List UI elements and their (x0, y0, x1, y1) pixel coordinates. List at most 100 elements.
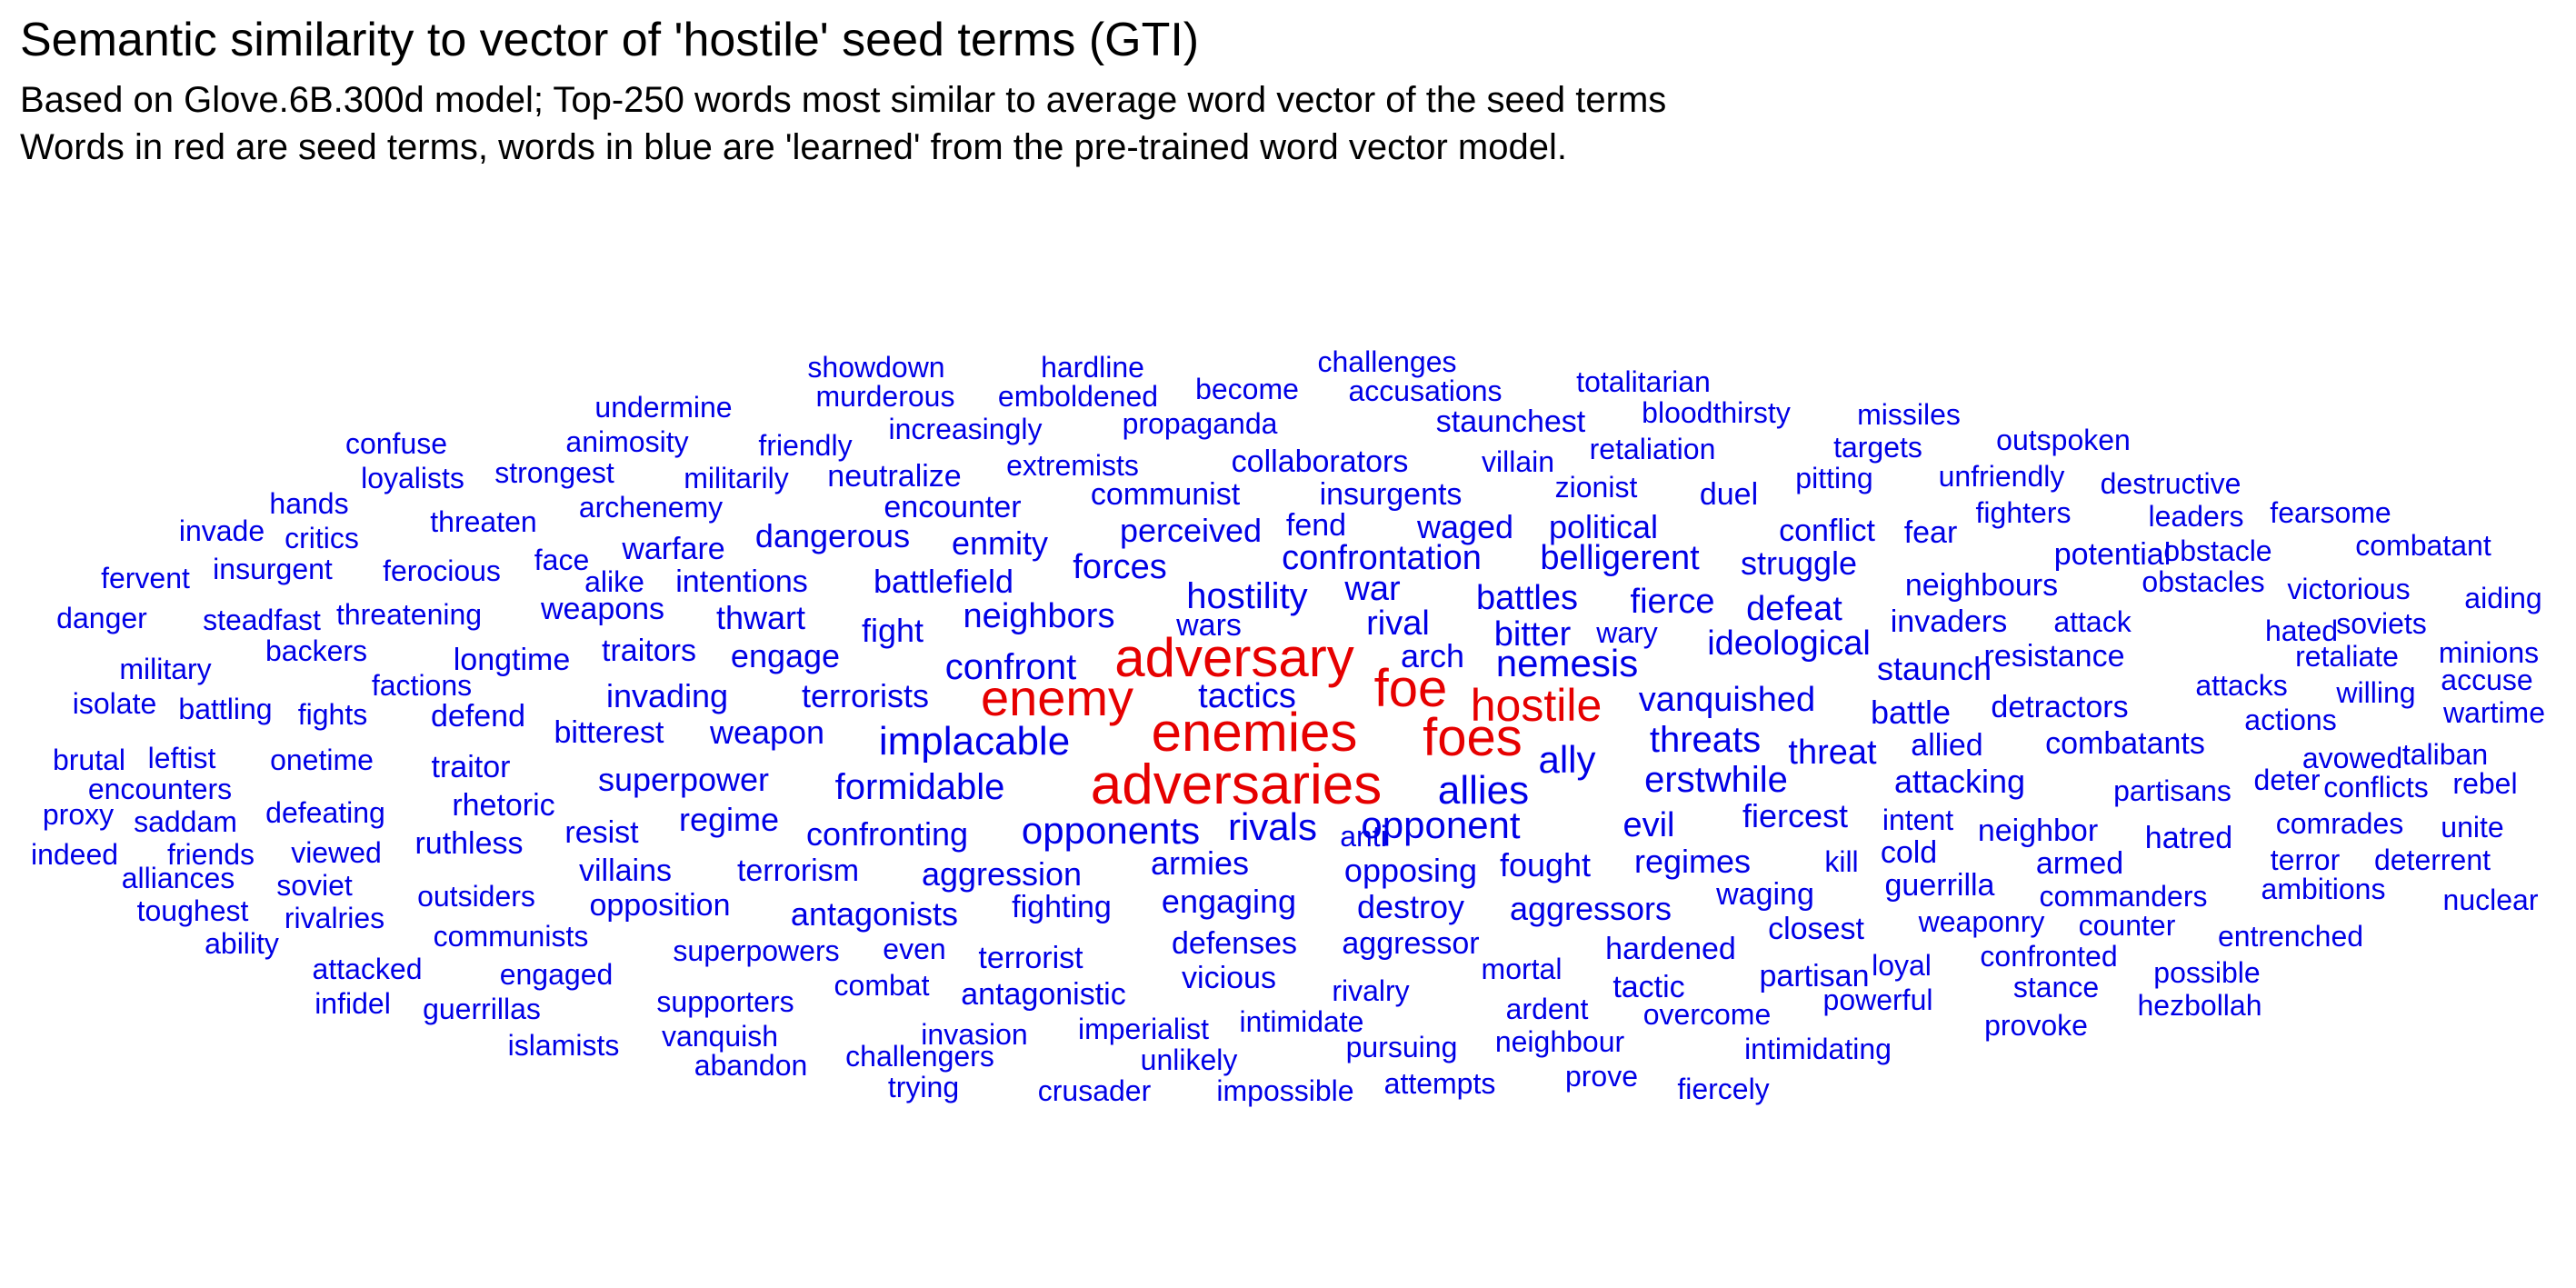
word-learned: formidable (834, 767, 1005, 807)
word-learned: hardened (1605, 932, 1736, 966)
word-learned: fight (861, 612, 924, 649)
word-learned: attacking (1893, 763, 2026, 800)
word-learned: attack (2053, 605, 2132, 638)
word-learned: allied (1911, 728, 1983, 763)
word-learned: guerrillas (423, 993, 541, 1025)
word-learned: struggle (1740, 544, 1858, 582)
word-learned: guerrilla (1884, 868, 1995, 903)
word-learned: neighbours (1904, 568, 2059, 603)
word-learned: backers (265, 634, 368, 667)
word-learned: partisan (1759, 959, 1870, 993)
word-learned: combatant (2355, 529, 2491, 562)
word-learned: encounters (87, 773, 233, 805)
word-learned: prove (1564, 1060, 1639, 1093)
word-learned: hatred (2144, 821, 2233, 855)
word-learned: crusader (1037, 1074, 1152, 1107)
word-learned: even (883, 933, 946, 965)
word-learned: unite (2441, 811, 2504, 844)
word-learned: extremists (1006, 449, 1139, 482)
word-learned: vicious (1182, 961, 1276, 995)
word-learned: resist (564, 815, 639, 850)
word-learned: militarily (684, 462, 789, 494)
word-learned: obstacle (2163, 534, 2272, 567)
word-learned: fights (297, 698, 368, 731)
word-learned: evil (1622, 806, 1675, 844)
word-learned: fighting (1012, 890, 1112, 924)
word-learned: alliances (121, 862, 235, 894)
word-learned: brutal (52, 744, 126, 776)
word-learned: intentions (675, 564, 808, 599)
word-learned: steadfast (203, 604, 321, 636)
word-learned: battles (1476, 579, 1578, 617)
word-learned: loyalists (361, 462, 464, 494)
word-learned: fiercely (1677, 1073, 1770, 1105)
word-learned: destroy (1356, 888, 1465, 925)
word-learned: invasion (921, 1018, 1028, 1051)
word-learned: weapon (709, 714, 825, 751)
word-learned: retaliate (2295, 640, 2399, 673)
word-learned: intent (1882, 804, 1954, 836)
word-learned: willing (2336, 676, 2416, 709)
word-learned: anti (1340, 820, 1387, 853)
word-learned: friends (166, 838, 255, 871)
word-learned: cold (1880, 835, 1938, 870)
word-learned: avowed (2301, 742, 2403, 774)
word-learned: detractors (1991, 690, 2129, 724)
word-learned: neighbor (1977, 814, 2099, 848)
word-learned: confront (944, 647, 1077, 687)
word-learned: superpowers (673, 934, 840, 967)
word-learned: animosity (565, 425, 689, 458)
word-learned: antagonistic (961, 977, 1126, 1012)
word-learned: engage (730, 637, 841, 674)
word-learned: nemesis (1495, 642, 1639, 684)
word-learned: antagonists (790, 895, 959, 933)
word-learned: combatants (2045, 726, 2205, 761)
word-learned: invaders (1890, 604, 2008, 639)
word-learned: fend (1285, 508, 1347, 543)
word-learned: perceived (1119, 512, 1263, 549)
word-learned: fear (1903, 515, 1958, 550)
word-learned: terrorist (978, 941, 1083, 975)
word-learned: tactics (1198, 677, 1296, 715)
word-learned: vanquished (1638, 681, 1816, 719)
word-learned: regimes (1633, 843, 1752, 880)
word-learned: combat (834, 969, 930, 1002)
word-learned: destructive (2100, 467, 2242, 500)
word-learned: overcome (1642, 998, 1772, 1031)
word-learned: factions (371, 669, 473, 702)
word-learned: zionist (1554, 471, 1638, 504)
word-learned: kill (1824, 845, 1859, 878)
word-learned: tactic (1612, 970, 1685, 1004)
word-learned: erstwhile (1644, 760, 1788, 800)
word-learned: belligerent (1540, 539, 1700, 577)
word-seed: adversaries (1090, 754, 1383, 816)
word-learned: ardent (1505, 993, 1589, 1025)
word-learned: engaged (499, 958, 614, 991)
word-learned: unfriendly (1938, 460, 2065, 493)
word-seed: foe (1373, 659, 1448, 718)
word-learned: fearsome (2270, 496, 2391, 529)
word-learned: defeat (1746, 590, 1842, 628)
word-learned: wary (1596, 616, 1658, 649)
word-learned: ruthless (414, 826, 524, 861)
word-learned: villains (578, 854, 673, 888)
word-learned: viewed (291, 836, 382, 869)
word-learned: aggressor (1342, 926, 1480, 961)
word-learned: onetime (270, 744, 374, 776)
word-learned: neutralize (827, 459, 962, 494)
word-learned: political (1548, 508, 1659, 545)
word-learned: comrades (2275, 807, 2404, 840)
chart-subtitle-line-1: Based on Glove.6B.300d model; Top-250 wo… (20, 80, 1667, 120)
word-learned: face (534, 544, 590, 576)
word-learned: deter (2253, 764, 2321, 796)
word-learned: vanquish (661, 1020, 779, 1053)
word-seed: enemies (1151, 702, 1358, 763)
word-learned: armies (1150, 844, 1250, 882)
word-learned: threaten (430, 505, 537, 538)
word-learned: invading (605, 677, 729, 714)
word-learned: rivals (1227, 805, 1318, 848)
word-learned: closest (1768, 912, 1864, 946)
word-learned: implacable (878, 719, 1071, 764)
word-learned: ideological (1707, 624, 1871, 663)
